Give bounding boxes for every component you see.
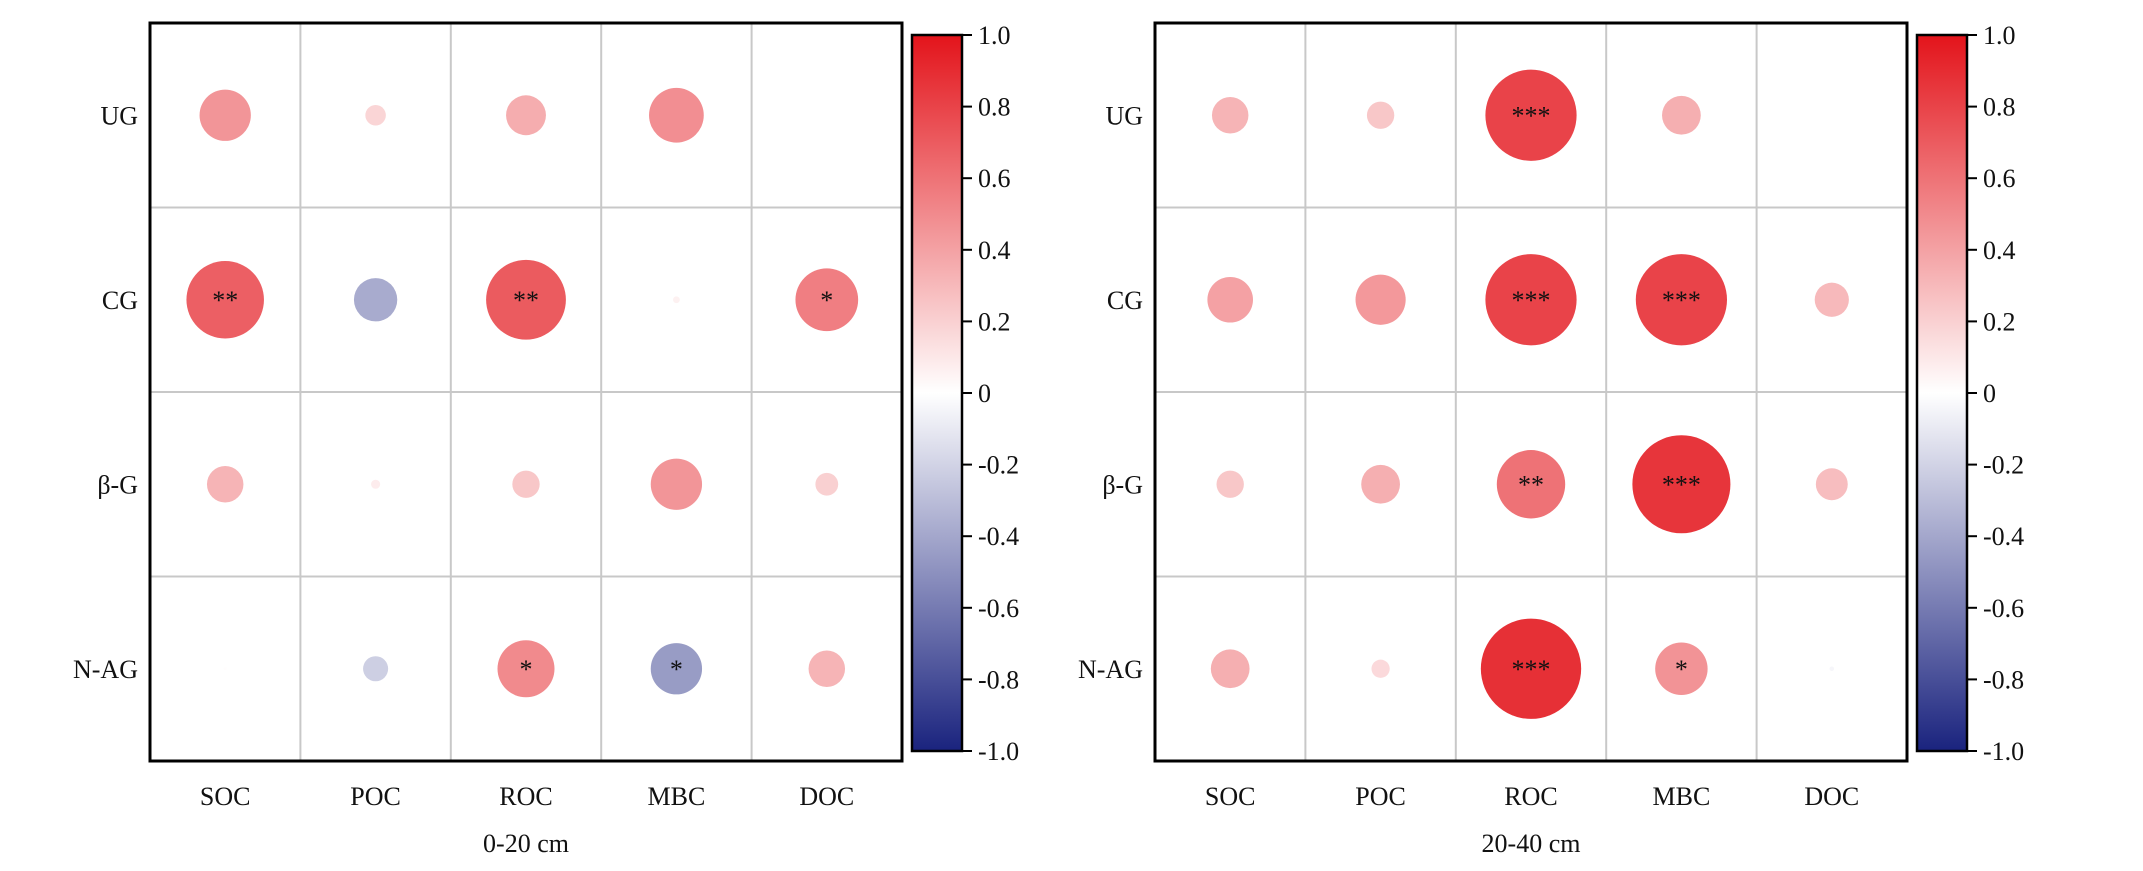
row-label: N-AG — [1078, 655, 1143, 684]
colorbar — [1915, 33, 1969, 753]
column-label: SOC — [200, 782, 251, 811]
colorbar-tick-label: -0.8 — [978, 665, 1019, 694]
significance-mark: *** — [1662, 470, 1701, 499]
correlation-circle — [1216, 470, 1244, 498]
column-label: DOC — [799, 782, 854, 811]
row-label: β-G — [1102, 470, 1143, 499]
correlation-circle — [365, 104, 386, 126]
correlation-circle — [1496, 450, 1566, 519]
colorbar-tick-label: -0.4 — [1983, 522, 2024, 551]
colorbar-tick-label: 0 — [978, 379, 991, 408]
significance-mark: *** — [1512, 655, 1551, 684]
correlation-circle — [199, 89, 251, 141]
column-label: POC — [350, 782, 401, 811]
colorbar-tick-label: 0 — [1983, 379, 1996, 408]
correlation-circle — [650, 458, 703, 510]
correlation-circle — [1371, 659, 1390, 678]
significance-mark: *** — [1662, 286, 1701, 315]
correlation-circle — [363, 656, 389, 682]
correlation-circle — [186, 260, 264, 339]
column-label: SOC — [1205, 782, 1256, 811]
significance-mark: * — [670, 655, 683, 684]
correlation-circle — [815, 472, 839, 496]
colorbar-tick-label: 0.4 — [1983, 236, 2016, 265]
colorbar-tick-label: 1.0 — [978, 21, 1011, 50]
column-label: MBC — [1652, 782, 1710, 811]
column-label: ROC — [1504, 782, 1557, 811]
colorbar-tick-label: -1.0 — [1983, 737, 2024, 766]
correlation-circle — [1211, 97, 1249, 134]
correlation-circle — [497, 640, 555, 698]
correlation-circle — [1485, 254, 1577, 346]
colorbar-tick-label: -1.0 — [978, 737, 1019, 766]
significance-mark: ** — [1518, 470, 1544, 499]
correlation-circle — [1355, 274, 1406, 325]
colorbar-tick-label: -0.2 — [1983, 451, 2024, 480]
colorbar-tick-label: 0.8 — [978, 93, 1011, 122]
row-label: CG — [1107, 286, 1143, 315]
significance-mark: *** — [1512, 101, 1551, 130]
row-label: UG — [1105, 101, 1143, 130]
x-axis-label: 20-40 cm — [1482, 829, 1581, 858]
correlation-circle — [223, 667, 227, 671]
panel-frame — [148, 21, 904, 763]
column-label: POC — [1355, 782, 1406, 811]
significance-mark: * — [820, 286, 833, 315]
colorbar-tick-label: -0.8 — [1983, 665, 2024, 694]
colorbar-tick-label: 0.8 — [1983, 93, 2016, 122]
correlation-circle — [649, 87, 704, 143]
x-axis-label: 0-20 cm — [483, 829, 569, 858]
correlation-circle — [1480, 618, 1582, 719]
row-label: N-AG — [73, 655, 138, 684]
correlation-circle — [650, 643, 703, 695]
column-label: ROC — [499, 782, 552, 811]
colorbar-tick-label: 0.2 — [1983, 307, 2016, 336]
panel-frame — [1153, 21, 1909, 763]
correlation-circle — [486, 259, 566, 340]
colorbar-tick-label: 0.6 — [1983, 164, 2016, 193]
correlation-circle — [672, 296, 680, 304]
colorbar-tick-label: 0.6 — [978, 164, 1011, 193]
correlation-circle — [1210, 649, 1250, 689]
correlation-circle — [206, 466, 244, 503]
colorbar-tick-label: 0.2 — [978, 307, 1011, 336]
correlation-circle — [1485, 69, 1577, 161]
colorbar-tick-label: 1.0 — [1983, 21, 2016, 50]
row-label: CG — [102, 286, 138, 315]
correlation-circle — [1655, 642, 1708, 695]
correlation-circle — [353, 278, 398, 322]
significance-mark: ** — [212, 286, 238, 315]
colorbar — [910, 33, 964, 753]
correlation-circle — [1815, 468, 1848, 501]
correlation-circle — [1366, 101, 1395, 129]
correlation-circle — [1814, 282, 1849, 317]
correlation-circle — [512, 470, 540, 498]
colorbar-tick-label: -0.6 — [978, 594, 1019, 623]
correlation-circle — [795, 268, 859, 332]
colorbar-tick-label: -0.2 — [978, 451, 1019, 480]
row-label: UG — [100, 101, 138, 130]
correlation-circle — [1207, 276, 1253, 323]
significance-mark: ** — [513, 286, 539, 315]
correlation-circle — [1662, 95, 1701, 135]
correlation-circle — [506, 95, 546, 136]
correlation-circle — [1635, 254, 1727, 346]
colorbar-tick-label: 0.4 — [978, 236, 1011, 265]
row-label: β-G — [97, 470, 138, 499]
column-label: DOC — [1804, 782, 1859, 811]
correlation-circle — [1361, 464, 1400, 504]
column-label: MBC — [647, 782, 705, 811]
colorbar-tick-label: -0.4 — [978, 522, 1019, 551]
colorbar-tick-label: -0.6 — [1983, 594, 2024, 623]
correlation-circle — [1632, 435, 1731, 534]
correlation-circle — [371, 479, 381, 489]
significance-mark: * — [1675, 655, 1688, 684]
significance-mark: * — [520, 655, 533, 684]
significance-mark: *** — [1512, 286, 1551, 315]
correlation-circle — [808, 650, 846, 687]
correlation-circle — [1829, 666, 1835, 672]
